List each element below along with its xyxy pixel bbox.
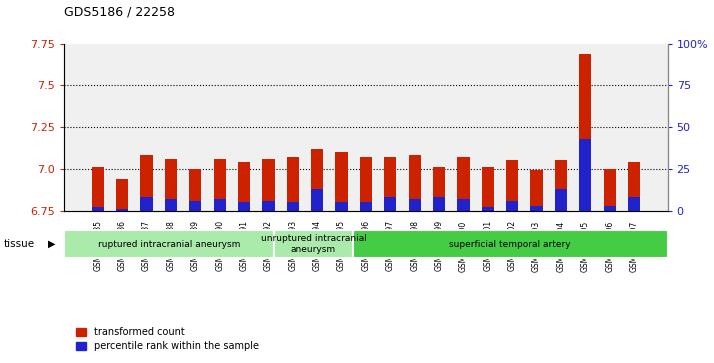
Bar (91, 207, 104, 211)
Text: superficial temporal artery: superficial temporal artery (449, 240, 571, 249)
Bar (628, 197, 640, 211)
Bar (336, 152, 348, 211)
Bar (262, 200, 274, 211)
Bar (213, 159, 226, 211)
Bar (531, 171, 543, 211)
FancyBboxPatch shape (274, 230, 353, 258)
Bar (189, 169, 201, 211)
Bar (360, 157, 372, 211)
FancyBboxPatch shape (64, 230, 274, 258)
Bar (603, 169, 615, 211)
Bar (555, 160, 567, 211)
Bar (189, 200, 201, 211)
Bar (287, 157, 299, 211)
Bar (482, 207, 494, 211)
Bar (213, 199, 226, 211)
Bar (384, 157, 396, 211)
Text: ruptured intracranial aneurysm: ruptured intracranial aneurysm (98, 240, 241, 249)
Bar (482, 167, 494, 211)
Bar (165, 159, 177, 211)
Bar (531, 205, 543, 211)
Bar (141, 197, 153, 211)
Bar (116, 179, 129, 211)
Bar (579, 139, 591, 211)
Bar (165, 199, 177, 211)
Text: tissue: tissue (4, 239, 35, 249)
Bar (433, 167, 445, 211)
Bar (336, 202, 348, 211)
Bar (458, 199, 470, 211)
Bar (384, 197, 396, 211)
Bar (408, 155, 421, 211)
Text: GDS5186 / 22258: GDS5186 / 22258 (64, 5, 175, 19)
FancyBboxPatch shape (353, 230, 668, 258)
Bar (311, 149, 323, 211)
Bar (238, 162, 250, 211)
Bar (555, 189, 567, 211)
Bar (628, 162, 640, 211)
Bar (287, 202, 299, 211)
Bar (238, 202, 250, 211)
Legend: transformed count, percentile rank within the sample: transformed count, percentile rank withi… (76, 327, 258, 351)
Bar (458, 157, 470, 211)
Bar (579, 54, 591, 211)
Bar (506, 200, 518, 211)
Bar (408, 199, 421, 211)
Text: unruptured intracranial
aneurysm: unruptured intracranial aneurysm (261, 234, 366, 254)
Text: ▶: ▶ (47, 239, 55, 249)
Bar (311, 189, 323, 211)
Bar (116, 209, 129, 211)
Bar (506, 160, 518, 211)
Bar (433, 197, 445, 211)
Bar (603, 205, 615, 211)
Bar (360, 202, 372, 211)
Bar (91, 167, 104, 211)
Bar (262, 159, 274, 211)
Bar (141, 155, 153, 211)
